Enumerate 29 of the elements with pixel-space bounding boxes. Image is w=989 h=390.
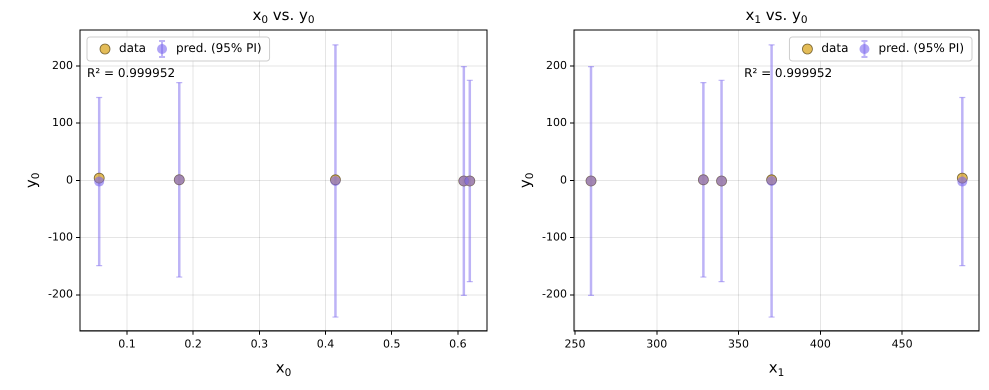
x-tick-label: 0.3 [250, 337, 268, 350]
y-axis-title: y0 [22, 172, 42, 188]
x-tick-label: 400 [810, 337, 831, 350]
x-tick-label: 0.4 [316, 337, 334, 350]
y-tick-label: -200 [542, 288, 567, 301]
annotation: R² = 0.999952 [87, 66, 176, 80]
legend-label: pred. (95% PI) [878, 41, 964, 56]
legend-label: data [119, 41, 146, 56]
y-tick-label: 200 [546, 58, 567, 72]
x-tick-label: 250 [564, 337, 586, 350]
y-tick-label: 0 [560, 173, 567, 186]
y-tick-label: -100 [48, 230, 73, 244]
y-tick-label: -100 [542, 230, 567, 244]
x-tick-label: 0.5 [382, 337, 400, 350]
legend-label: data [821, 41, 848, 56]
y-tick-label: 100 [52, 116, 73, 130]
y-tick-label: -200 [48, 288, 73, 301]
x-tick-label: 0.1 [118, 337, 136, 350]
x-tick-label: 0.6 [449, 337, 467, 350]
y-tick-label: 100 [546, 116, 567, 130]
y-tick-label: 200 [52, 58, 73, 72]
annotation: R² = 0.999952 [744, 66, 832, 80]
x-tick-label: 0.2 [184, 337, 202, 350]
x-tick-label: 450 [892, 337, 913, 350]
legend-label: pred. (95% PI) [176, 41, 262, 56]
x-tick-label: 350 [728, 337, 750, 350]
y-tick-label: 0 [66, 173, 73, 186]
y-axis-title: y0 [516, 172, 536, 188]
x-tick-label: 300 [646, 337, 668, 350]
